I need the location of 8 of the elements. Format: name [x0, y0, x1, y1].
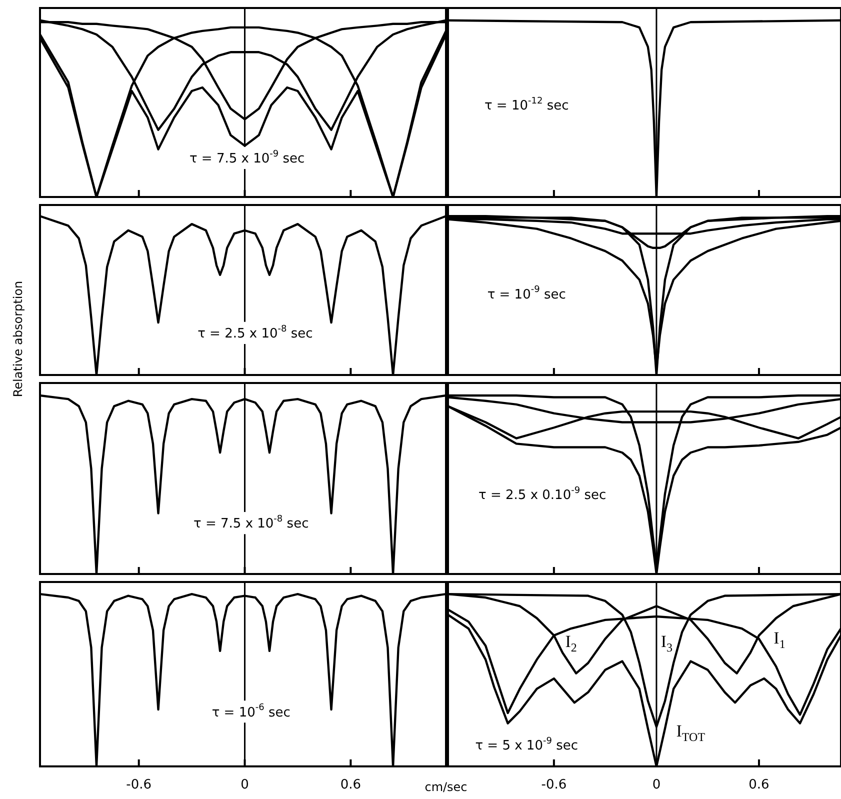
x-tick-label: 0.6 — [748, 778, 770, 793]
x-tick-label: -0.6 — [541, 778, 567, 793]
x-tick-label: 0 — [652, 778, 661, 793]
x-tick-label: 0 — [240, 778, 249, 793]
x-tick-label: -0.6 — [126, 778, 152, 793]
y-axis-title: Relative absorption — [11, 280, 25, 397]
x-axis-title: cm/sec — [424, 780, 468, 794]
x-tick-label: 0.6 — [340, 778, 362, 793]
